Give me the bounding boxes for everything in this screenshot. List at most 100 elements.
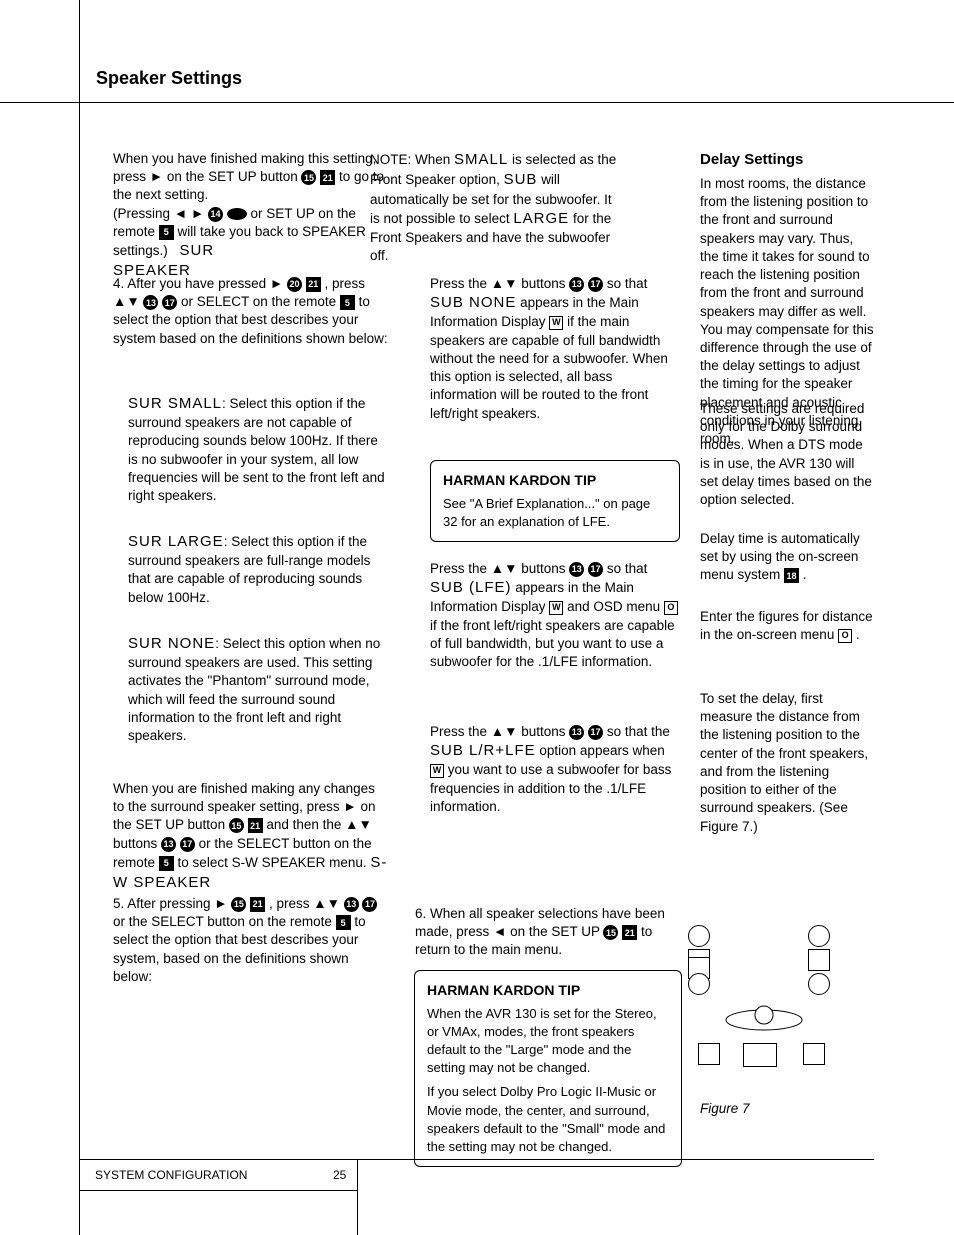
footer-rule-2: [79, 1190, 357, 1191]
mono-sub-none: SUB NONE: [430, 294, 516, 311]
step5-c: or the SELECT button on the remote: [113, 914, 336, 929]
ref-5c-icon: 5: [159, 856, 174, 871]
tip2-body-a: When the AVR 130 is set for the Stereo, …: [427, 1005, 669, 1078]
page-section-title: Speaker Settings: [96, 68, 242, 89]
see-fig-text-b: .: [803, 567, 807, 582]
mono-small: SMALL: [454, 151, 508, 168]
ref-13d-icon: 13: [344, 897, 359, 912]
ref-15-icon: 15: [301, 170, 316, 185]
see-fig-text: Delay time is automatically set by using…: [700, 531, 860, 582]
ref-o-icon: O: [664, 601, 678, 615]
step5-a: 5. After pressing ►: [113, 896, 231, 911]
ref-17e-icon: 17: [588, 277, 603, 292]
mono-sur-large: SUR LARGE: [128, 533, 224, 550]
step4-c: or SELECT on the remote: [181, 294, 340, 309]
ref-5-icon: 5: [159, 225, 174, 240]
ref-13f-icon: 13: [569, 562, 584, 577]
mono-sub: SUB: [504, 171, 538, 188]
figure-7-diagram: [688, 925, 843, 1085]
tip-box-1: HARMAN KARDON TIP See "A Brief Explanati…: [430, 460, 680, 542]
ref-17c-icon: 17: [180, 837, 195, 852]
ref-21c-icon: 21: [248, 818, 263, 833]
sur-small-desc: : Select this option if the surround spe…: [128, 396, 385, 503]
rule-left-margin: [79, 0, 80, 1235]
ref-o2-icon: O: [838, 629, 852, 643]
ref-17d-icon: 17: [362, 897, 377, 912]
note-a: NOTE: When: [370, 152, 454, 167]
front-right-box-icon: [808, 949, 830, 971]
ref-w2-icon: W: [549, 601, 563, 615]
delay-note-text: These settings are required only for the…: [700, 401, 872, 507]
sur-none-desc: : Select this option when no surround sp…: [128, 636, 380, 743]
step4-a: 4. After you have pressed ►: [113, 276, 287, 291]
ref-21-icon: 21: [320, 170, 335, 185]
tip1-body: See "A Brief Explanation..." on page 32 …: [443, 495, 667, 531]
mono-sur-small: SUR SMALL: [128, 395, 222, 412]
sub-none-block: Press the ▲▼ buttons 13 17 so that SUB N…: [430, 275, 680, 423]
surround-right-icon: [803, 1043, 825, 1065]
ref-21b-icon: 21: [306, 277, 321, 292]
sub-lfe-d: and OSD menu: [567, 599, 664, 614]
rule-top: [0, 102, 954, 103]
sub-lr-block: Press the ▲▼ buttons 13 17 so that the S…: [430, 723, 680, 816]
listener-head-icon: [724, 1003, 804, 1033]
ref-15d-icon: 15: [231, 897, 246, 912]
sub-none-a: Press the ▲▼ buttons: [430, 276, 569, 291]
footer-divider: [357, 1159, 358, 1235]
tip1-title: HARMAN KARDON TIP: [443, 471, 667, 491]
footer-page: 25: [333, 1168, 346, 1182]
ref-5d-icon: 5: [336, 915, 351, 930]
mono-sub-lr: SUB L/R+LFE: [430, 742, 536, 759]
sub-none-b: so that: [607, 276, 648, 291]
p2-a: (Pressing ◄ ►: [113, 206, 208, 221]
note-block: NOTE: When SMALL is selected as the Fron…: [370, 150, 625, 265]
ref-13e-icon: 13: [569, 277, 584, 292]
ref-5b-icon: 5: [340, 295, 355, 310]
ref-18-row: Delay time is automatically set by using…: [700, 530, 875, 585]
step6-block: 6. When all speaker selections have been…: [415, 905, 680, 960]
sub-icon: [743, 1043, 777, 1067]
ref-w3-icon: W: [430, 764, 444, 778]
mono-sur: SUR: [180, 242, 215, 259]
surround-left-icon: [698, 1043, 720, 1065]
front-left-speaker2-icon: [688, 973, 710, 995]
delay-body-b: To set the delay, first measure the dist…: [700, 690, 875, 836]
front-right-speaker2-icon: [808, 973, 830, 995]
sub-lfe-a: Press the ▲▼ buttons: [430, 561, 569, 576]
ref-o-text-b: .: [856, 627, 860, 642]
sub-lr-c: option appears when: [539, 743, 664, 758]
ref-20-icon: 20: [287, 277, 302, 292]
ref-13-icon: 13: [143, 295, 158, 310]
p-fin-d: to select S-W SPEAKER menu.: [178, 855, 367, 870]
ref-w1-icon: W: [549, 316, 563, 330]
left-step4: 4. After you have pressed ► 20 21 , pres…: [113, 275, 388, 348]
left-step5: 5. After pressing ► 15 21 , press ▲▼ 13 …: [113, 895, 388, 986]
oval-icon: [227, 208, 247, 220]
ref-21d-icon: 21: [250, 897, 265, 912]
ref-15e-icon: 15: [603, 925, 618, 940]
tip2-title: HARMAN KARDON TIP: [427, 981, 669, 1001]
sub-lfe-block: Press the ▲▼ buttons 13 17 so that SUB (…: [430, 560, 680, 671]
ref-13c-icon: 13: [161, 837, 176, 852]
delay-title: Delay Settings: [700, 150, 875, 170]
sub-lr-d: you want to use a subwoofer for bass fre…: [430, 762, 671, 813]
mono-sur-none: SUR NONE: [128, 635, 215, 652]
ref-17-icon: 17: [162, 295, 177, 310]
ref-o-row: Enter the figures for distance in the on…: [700, 608, 875, 644]
ref-15c-icon: 15: [229, 818, 244, 833]
sur-large-block: SUR LARGE: Select this option if the sur…: [128, 532, 390, 607]
sub-none-d: if the main speakers are capable of full…: [430, 314, 668, 420]
figure-7-caption: Figure 7: [700, 1100, 750, 1118]
ref-17g-icon: 17: [588, 725, 603, 740]
mono-sub-lfe: SUB (LFE): [430, 579, 512, 596]
ref-21e-icon: 21: [622, 925, 637, 940]
delay-note-row: These settings are required only for the…: [700, 400, 875, 509]
ref-18-icon: 18: [784, 568, 799, 583]
sub-lr-a: Press the ▲▼ buttons: [430, 724, 569, 739]
tip-box-2: HARMAN KARDON TIP When the AVR 130 is se…: [414, 970, 682, 1167]
tip2-body-b: If you select Dolby Pro Logic II-Music o…: [427, 1083, 669, 1156]
front-left-speaker-icon: [688, 925, 710, 947]
mono-large: LARGE: [513, 210, 569, 227]
front-right-speaker-icon: [808, 925, 830, 947]
left-finish: When you are finished making any changes…: [113, 780, 388, 893]
